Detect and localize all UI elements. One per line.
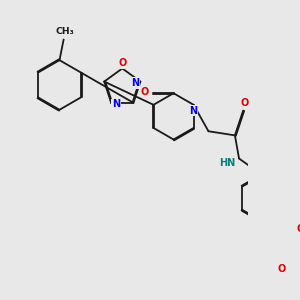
Text: N: N: [131, 78, 140, 88]
Text: N: N: [190, 106, 198, 116]
Text: O: O: [118, 58, 126, 68]
Text: O: O: [296, 224, 300, 234]
Text: O: O: [140, 87, 149, 97]
Text: O: O: [277, 264, 285, 274]
Text: N: N: [112, 100, 120, 110]
Text: O: O: [241, 98, 249, 108]
Text: HN: HN: [219, 158, 236, 169]
Text: CH₃: CH₃: [55, 27, 74, 36]
